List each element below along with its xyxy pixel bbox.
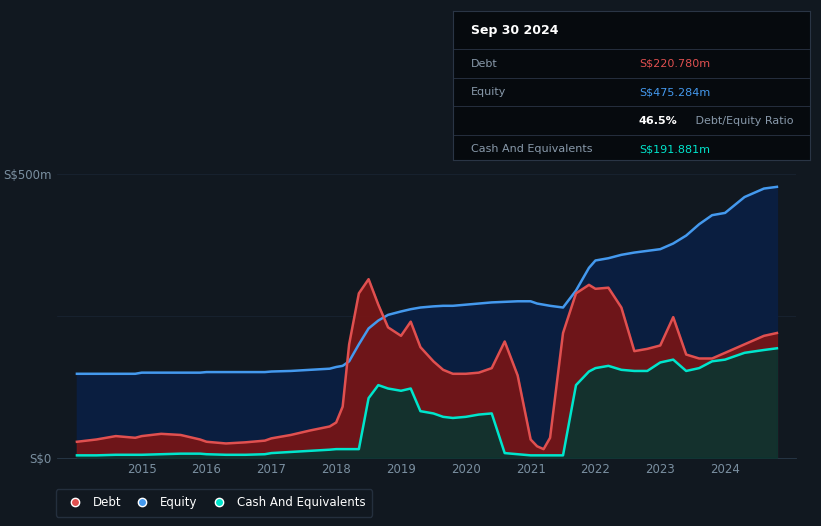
Text: 46.5%: 46.5% (639, 116, 677, 126)
Legend: Debt, Equity, Cash And Equivalents: Debt, Equity, Cash And Equivalents (56, 489, 373, 517)
Text: S$220.780m: S$220.780m (639, 59, 710, 69)
Text: Sep 30 2024: Sep 30 2024 (471, 24, 558, 36)
Text: Debt: Debt (471, 59, 498, 69)
Text: Debt/Equity Ratio: Debt/Equity Ratio (692, 116, 794, 126)
Text: S$475.284m: S$475.284m (639, 87, 710, 97)
Text: Equity: Equity (471, 87, 507, 97)
Text: Cash And Equivalents: Cash And Equivalents (471, 144, 593, 154)
Text: S$191.881m: S$191.881m (639, 144, 710, 154)
